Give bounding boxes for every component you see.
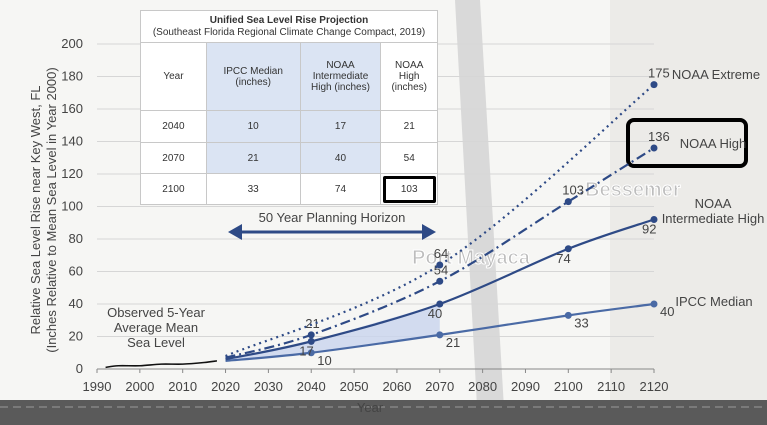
header-cell: IPCC Median (inches) bbox=[205, 42, 301, 111]
highlight-box bbox=[626, 118, 748, 168]
data-label: 136 bbox=[648, 129, 670, 144]
series-label: NOAA Extreme bbox=[671, 67, 761, 82]
x-tick-label: 2120 bbox=[640, 379, 669, 394]
y-tick-label: 160 bbox=[61, 101, 83, 116]
data-point bbox=[436, 277, 444, 285]
y-tick-label: 40 bbox=[69, 296, 83, 311]
cell: 74 bbox=[299, 173, 382, 205]
header-cell: Year bbox=[140, 42, 207, 111]
y-axis-label: (Inches Relative to Mean Sea Level in Ye… bbox=[44, 67, 59, 352]
y-tick-label: 80 bbox=[69, 231, 83, 246]
data-label: 10 bbox=[317, 353, 331, 368]
series-label: IPCC Median bbox=[675, 294, 753, 309]
x-tick-label: 2100 bbox=[554, 379, 583, 394]
data-label: 21 bbox=[305, 316, 319, 331]
cell: 2100 bbox=[140, 173, 207, 205]
y-tick-label: 100 bbox=[61, 199, 83, 214]
map-label: Port Mayaca bbox=[412, 247, 531, 269]
x-tick-label: 2040 bbox=[297, 379, 326, 394]
x-tick-label: 2080 bbox=[468, 379, 497, 394]
data-point bbox=[307, 331, 315, 339]
data-point bbox=[436, 331, 444, 339]
data-point bbox=[436, 300, 444, 308]
arrow-head bbox=[228, 224, 242, 240]
cell: 33 bbox=[205, 173, 301, 205]
data-label: 40 bbox=[428, 306, 442, 321]
road bbox=[455, 0, 505, 425]
y-tick-label: 120 bbox=[61, 166, 83, 181]
cell: 10 bbox=[205, 110, 301, 143]
map-label: Bessemer bbox=[585, 179, 681, 201]
y-tick-label: 180 bbox=[61, 69, 83, 84]
data-point bbox=[564, 311, 572, 319]
data-point bbox=[650, 81, 658, 89]
data-point bbox=[436, 261, 444, 269]
x-tick-label: 2110 bbox=[597, 379, 625, 394]
data-label: 17 bbox=[299, 343, 313, 358]
x-tick-label: 2010 bbox=[168, 379, 197, 394]
cell: 2040 bbox=[140, 110, 207, 143]
cell: 103 bbox=[380, 173, 438, 205]
cell: 2070 bbox=[140, 142, 207, 174]
x-tick-label: 2030 bbox=[254, 379, 283, 394]
x-tick-label: 2050 bbox=[340, 379, 369, 394]
series-label: Observed 5-Year Average Mean Sea Level bbox=[107, 305, 205, 350]
data-label: 40 bbox=[660, 304, 674, 319]
series-line bbox=[105, 360, 218, 369]
arrow-head bbox=[422, 224, 436, 240]
x-tick-label: 2020 bbox=[211, 379, 240, 394]
data-label: 175 bbox=[648, 66, 670, 81]
series-label: NOAA Intermediate High bbox=[661, 196, 765, 226]
data-point bbox=[564, 198, 572, 206]
y-axis-label: Relative Sea Level Rise near Key West, F… bbox=[28, 85, 43, 334]
data-label: 21 bbox=[446, 335, 460, 350]
data-label: 74 bbox=[556, 251, 570, 266]
data-label: 64 bbox=[434, 246, 448, 261]
header-cell: NOAA High (inches) bbox=[380, 42, 438, 111]
table-title: Unified Sea Level Rise Projection bbox=[209, 14, 369, 26]
header-cell: NOAA Intermediate High (inches) bbox=[299, 42, 382, 111]
cell: 21 bbox=[380, 110, 438, 143]
x-tick-label: 2070 bbox=[425, 379, 454, 394]
cell: 54 bbox=[380, 142, 438, 174]
data-point bbox=[307, 349, 315, 357]
data-label: 92 bbox=[642, 222, 656, 237]
series-label: NOAA High bbox=[679, 136, 747, 151]
data-point bbox=[564, 245, 572, 253]
y-tick-label: 140 bbox=[61, 134, 83, 149]
data-label: 103 bbox=[562, 183, 584, 198]
cell: 40 bbox=[299, 142, 382, 174]
x-tick-label: 1990 bbox=[83, 379, 112, 394]
y-tick-label: 60 bbox=[69, 264, 83, 279]
annotation: 50 Year Planning Horizon bbox=[259, 210, 406, 225]
data-point bbox=[307, 337, 315, 345]
x-tick-label: 2090 bbox=[511, 379, 540, 394]
data-point bbox=[650, 300, 658, 308]
data-point bbox=[650, 144, 658, 152]
table-subtitle: (Southeast Florida Regional Climate Chan… bbox=[152, 26, 426, 38]
cell: 17 bbox=[299, 110, 382, 143]
y-tick-label: 0 bbox=[76, 361, 83, 376]
x-tick-label: 2000 bbox=[125, 379, 154, 394]
projection-table: Unified Sea Level Rise Projection (Southe… bbox=[140, 10, 438, 205]
map-strip bbox=[0, 400, 767, 425]
x-axis-label: Year bbox=[357, 400, 384, 415]
y-tick-label: 20 bbox=[69, 329, 83, 344]
x-tick-label: 2060 bbox=[382, 379, 411, 394]
map-area bbox=[610, 0, 767, 400]
y-tick-label: 200 bbox=[61, 36, 83, 51]
cell: 21 bbox=[205, 142, 301, 174]
data-point bbox=[650, 216, 658, 223]
data-label: 33 bbox=[574, 315, 588, 330]
